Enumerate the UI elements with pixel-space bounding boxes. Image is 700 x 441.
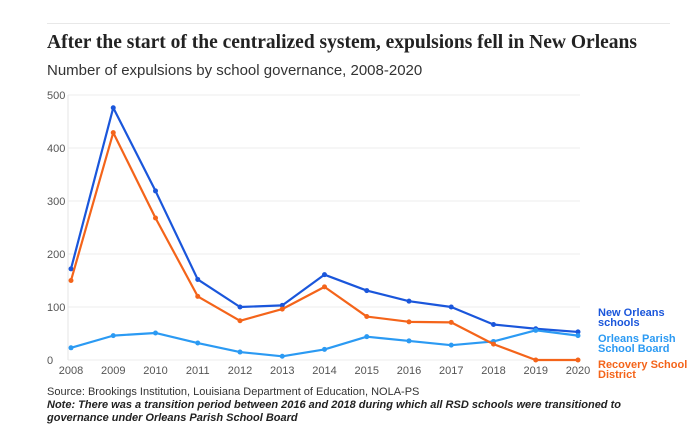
data-point — [322, 272, 327, 278]
y-tick-label: 500 — [47, 90, 65, 102]
legend-label: schools — [598, 317, 640, 329]
data-point — [406, 319, 412, 325]
x-tick-label: 2017 — [439, 365, 463, 377]
y-tick-label: 200 — [47, 249, 65, 261]
data-point — [491, 321, 496, 327]
data-point — [322, 346, 327, 352]
data-point — [153, 215, 158, 221]
data-point — [364, 334, 370, 340]
legend-label: District — [598, 369, 636, 381]
data-point — [279, 353, 285, 359]
chart-subtitle: Number of expulsions by school governanc… — [47, 62, 423, 79]
data-point — [195, 340, 201, 346]
source-note: Source: Brookings Institution, Louisiana… — [47, 386, 420, 398]
x-tick-label: 2012 — [228, 365, 252, 377]
legend-recovery-school-district: Recovery School District — [598, 359, 698, 381]
x-tick-label: 2018 — [481, 365, 505, 377]
x-tick-label: 2011 — [186, 365, 210, 377]
data-point — [110, 105, 116, 111]
data-point — [237, 318, 243, 324]
data-point — [575, 357, 581, 363]
data-point — [448, 342, 454, 348]
x-tick-label: 2019 — [524, 365, 548, 377]
y-tick-label: 0 — [47, 355, 53, 367]
data-point — [237, 304, 243, 310]
data-point — [68, 266, 74, 272]
footnote: Note: There was a transition period betw… — [47, 399, 621, 424]
series-line — [69, 106, 579, 334]
x-tick-label: 2015 — [355, 365, 379, 377]
x-tick-label: 2013 — [270, 365, 294, 377]
data-point — [364, 288, 370, 294]
legend-new-orleans-schools: New Orleans schools — [598, 307, 698, 329]
data-point — [406, 338, 412, 344]
data-point — [406, 298, 412, 304]
data-point — [448, 304, 454, 310]
data-point — [195, 293, 201, 299]
data-point — [533, 327, 539, 333]
data-point — [364, 314, 370, 320]
data-point — [110, 130, 116, 136]
x-tick-label: 2010 — [143, 365, 167, 377]
data-point — [448, 319, 454, 325]
y-tick-label: 400 — [47, 143, 65, 155]
legend-label: Orleans Parish — [598, 333, 676, 345]
data-point — [110, 333, 116, 339]
legend-orleans-parish-school-board: Orleans Parish School Board — [598, 333, 698, 355]
x-tick-label: 2008 — [59, 365, 83, 377]
data-point — [533, 357, 539, 363]
x-tick-label: 2014 — [312, 365, 336, 377]
data-point — [279, 306, 285, 312]
chart-title: After the start of the centralized syste… — [47, 32, 637, 53]
y-tick-label: 300 — [47, 196, 65, 208]
data-point — [237, 349, 243, 355]
data-point — [575, 333, 581, 339]
data-point — [153, 330, 158, 336]
top-divider — [47, 23, 670, 24]
x-tick-label: 2016 — [397, 365, 421, 377]
legend-label: New Orleans — [598, 307, 665, 319]
data-point — [195, 276, 201, 282]
y-tick-label: 100 — [47, 302, 65, 314]
data-point — [322, 284, 327, 290]
data-point — [279, 302, 285, 308]
data-point — [68, 345, 74, 351]
data-point — [68, 278, 74, 283]
x-tick-label: 2009 — [101, 365, 125, 377]
series-line — [70, 329, 579, 358]
data-point — [491, 341, 496, 347]
legend-label: Recovery School — [598, 359, 688, 371]
legend-label: School Board — [598, 343, 670, 355]
x-tick-label: 2020 — [566, 365, 590, 377]
data-point — [153, 188, 158, 194]
data-point — [575, 329, 581, 335]
